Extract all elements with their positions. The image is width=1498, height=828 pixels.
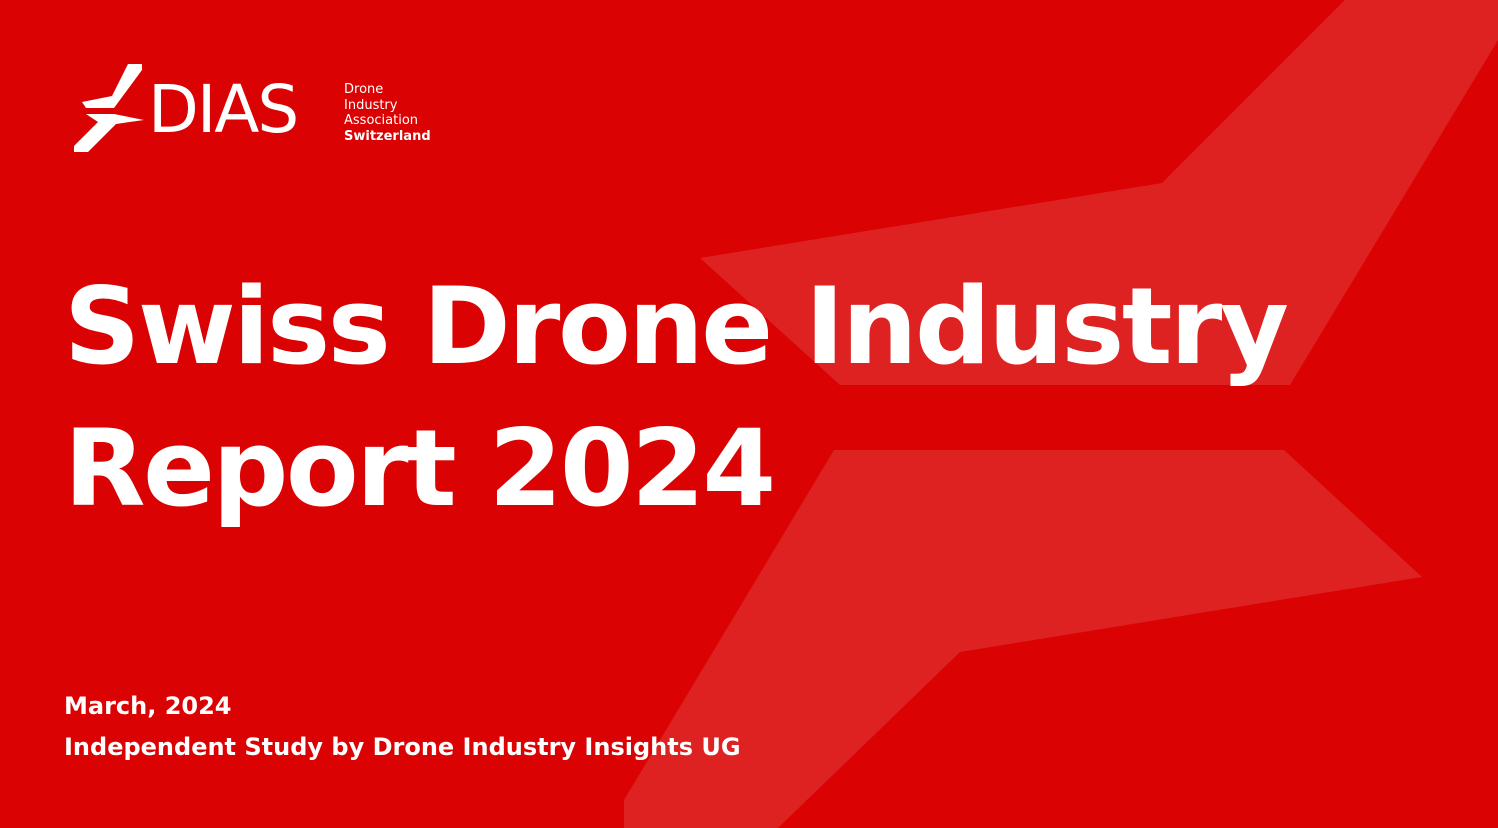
report-title-line-1: Swiss Drone Industry <box>64 265 1289 388</box>
report-date: March, 2024 <box>64 692 232 720</box>
logo-subtitle: Drone Industry Association Switzerland <box>344 82 431 144</box>
logo-wordmark: DIAS <box>148 71 299 148</box>
report-title: Swiss Drone Industry Report 2024 <box>64 256 1289 540</box>
logo-subtitle-line: Industry <box>344 97 398 113</box>
dias-wing-icon <box>74 64 144 152</box>
dias-logo: DIAS Drone Industry Association Switzerl… <box>72 62 452 158</box>
report-author: Independent Study by Drone Industry Insi… <box>64 733 741 761</box>
report-title-line-2: Report 2024 <box>64 407 776 530</box>
logo-subtitle-line: Drone <box>344 82 384 97</box>
logo-subtitle-line: Association <box>344 113 419 128</box>
logo-subtitle-line: Switzerland <box>344 128 431 144</box>
report-meta: March, 2024 Independent Study by Drone I… <box>64 686 741 768</box>
